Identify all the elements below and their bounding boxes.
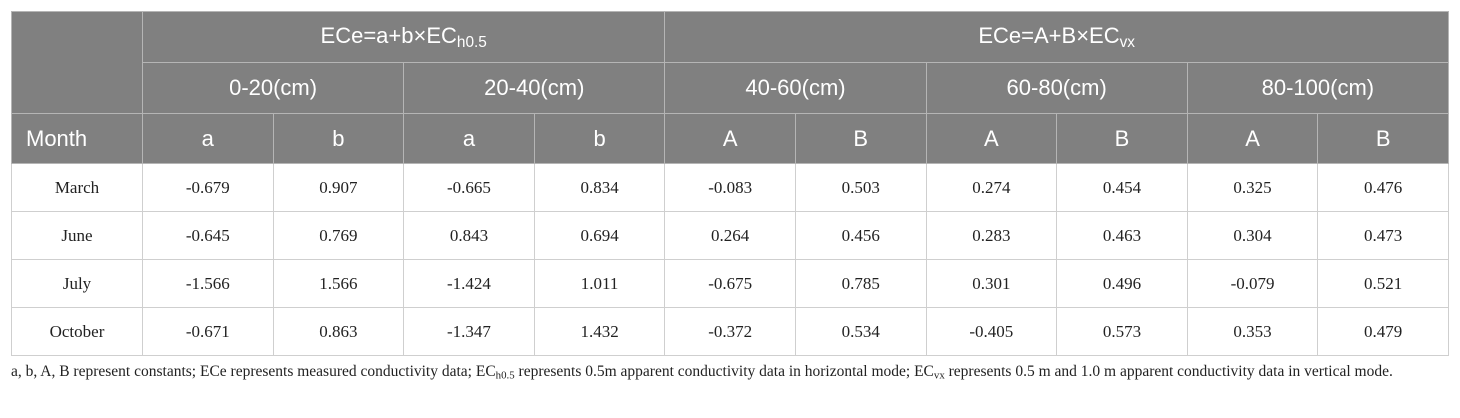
group-header: ECe=a+b×ECh0.5	[141, 11, 666, 63]
value-cell: 0.496	[1056, 259, 1188, 308]
depth-header: 20-40(cm)	[403, 62, 666, 114]
formula-text: ECe=a+b×EC	[320, 22, 457, 48]
value-cell: -0.675	[664, 259, 796, 308]
param-header: B	[794, 113, 927, 164]
value-cell: 0.301	[925, 259, 1058, 308]
param-header: a	[403, 113, 535, 164]
formula-subscript: vx	[1119, 33, 1135, 51]
month-cell: March	[11, 163, 143, 212]
formula-text: ECe=A+B×EC	[978, 22, 1120, 48]
data-table: ECe=a+b×ECh0.5 ECe=A+B×ECvx 0-20(cm) 20-40(…	[11, 11, 1450, 356]
value-cell: 0.843	[403, 211, 535, 260]
value-cell: 0.534	[794, 307, 927, 356]
value-cell: -0.679	[142, 163, 274, 212]
footnote-text: a, b, A, B represent constants; ECe repr…	[11, 363, 496, 380]
value-cell: -0.372	[664, 307, 796, 356]
param-header: B	[1056, 113, 1188, 164]
value-cell: -0.671	[142, 307, 274, 356]
value-cell: 0.274	[925, 163, 1058, 212]
footnote-text: represents 0.5 m and 1.0 m apparent cond…	[944, 363, 1393, 380]
month-cell: June	[11, 211, 143, 260]
value-cell: 0.454	[1056, 163, 1188, 212]
formula-subscript: h0.5	[456, 33, 487, 51]
value-cell: 0.283	[925, 211, 1058, 260]
value-cell: 0.769	[272, 211, 405, 260]
value-cell: -0.079	[1186, 259, 1319, 308]
value-cell: 0.785	[794, 259, 927, 308]
value-cell: -0.665	[403, 163, 535, 212]
value-cell: 0.264	[664, 211, 796, 260]
value-cell: -0.645	[142, 211, 274, 260]
value-cell: 0.694	[533, 211, 666, 260]
footnote: a, b, A, B represent constants; ECe repr…	[11, 361, 1451, 387]
param-header: b	[272, 113, 405, 164]
value-cell: 0.834	[533, 163, 666, 212]
value-cell: -1.566	[142, 259, 274, 308]
table-row: March -0.679 0.907 -0.665 0.834 -0.083 0.503 0.…	[11, 163, 1449, 212]
footnote-text: represents 0.5m apparent conductivity da…	[514, 363, 934, 380]
value-cell: -0.405	[925, 307, 1058, 356]
value-cell: -1.424	[403, 259, 535, 308]
depth-header: 60-80(cm)	[925, 62, 1188, 114]
footnote-subscript: h0.5	[495, 369, 515, 382]
value-cell: 0.304	[1186, 211, 1319, 260]
value-cell: 0.479	[1317, 307, 1449, 356]
param-header: b	[533, 113, 666, 164]
table-row: Month a b a b A B A B A B	[11, 113, 1449, 164]
month-cell: July	[11, 259, 143, 308]
value-cell: 1.566	[272, 259, 405, 308]
value-cell: 1.432	[533, 307, 666, 356]
depth-header: 80-100(cm)	[1186, 62, 1450, 114]
table-row: ECe=a+b×ECh0.5 ECe=A+B×ECvx	[11, 11, 1449, 114]
value-cell: -1.347	[403, 307, 535, 356]
row-header: Month	[11, 113, 143, 164]
value-cell: 0.863	[272, 307, 405, 356]
param-header: A	[925, 113, 1058, 164]
value-cell: 0.463	[1056, 211, 1188, 260]
value-cell: 1.011	[533, 259, 666, 308]
depth-header: 40-60(cm)	[664, 62, 927, 114]
corner-cell	[11, 11, 143, 114]
value-cell: -0.083	[664, 163, 796, 212]
table-row: 0-20(cm) 20-40(cm) 40-60(cm) 60-80(cm) 80-10…	[12, 62, 1450, 114]
value-cell: 0.907	[272, 163, 405, 212]
param-header: a	[142, 113, 274, 164]
value-cell: 0.473	[1317, 211, 1449, 260]
param-header: B	[1317, 113, 1449, 164]
month-cell: October	[11, 307, 143, 356]
depth-header: 0-20(cm)	[141, 62, 405, 114]
value-cell: 0.476	[1317, 163, 1449, 212]
value-cell: 0.521	[1317, 259, 1449, 308]
value-cell: 0.325	[1186, 163, 1319, 212]
value-cell: 0.353	[1186, 307, 1319, 356]
value-cell: 0.503	[794, 163, 927, 212]
table-row: October -0.671 0.863 -1.347 1.432 -0.372 0.534…	[11, 307, 1449, 356]
value-cell: 0.573	[1056, 307, 1188, 356]
table-row: July -1.566 1.566 -1.424 1.011 -0.675 0.785 0.3…	[11, 259, 1449, 308]
param-header: A	[1186, 113, 1319, 164]
table-row: June -0.645 0.769 0.843 0.694 0.264 0.456 0.283…	[11, 211, 1449, 260]
footnote-subscript: vx	[933, 369, 945, 382]
param-header: A	[664, 113, 796, 164]
group-header: ECe=A+B×ECvx	[664, 11, 1449, 63]
value-cell: 0.456	[794, 211, 927, 260]
